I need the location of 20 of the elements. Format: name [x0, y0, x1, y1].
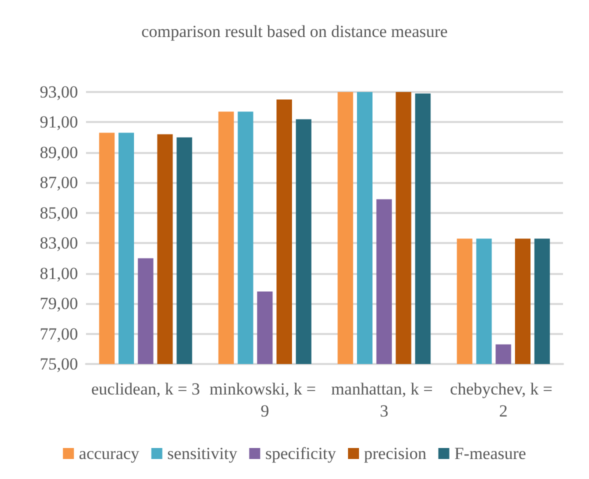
x-tick-label: manhattan, k = 3 [331, 380, 438, 420]
y-tick-label: 93,00 [40, 82, 78, 102]
y-tick-label: 91,00 [40, 112, 78, 132]
y-tick-label: 89,00 [40, 142, 78, 162]
x-tick-label: euclidean, k = 3 [91, 380, 200, 398]
legend-label: specificity [265, 444, 337, 463]
legend-label: sensitivity [167, 444, 238, 463]
legend-label: accuracy [78, 444, 140, 463]
legend-label: precision [364, 444, 427, 463]
y-tick-label: 79,00 [40, 294, 78, 314]
y-tick-label: 85,00 [40, 203, 78, 222]
chart-title: comparison result based on distance measure [141, 22, 448, 41]
y-tick-label: 77,00 [40, 324, 78, 344]
y-tick-label: 87,00 [40, 173, 78, 192]
x-tick-label: chebychev, k = 2 [450, 380, 557, 420]
legend-label: F-measure [454, 444, 526, 463]
y-tick-label: 75,00 [40, 354, 78, 374]
y-tick-label: 83,00 [40, 234, 78, 253]
x-tick-label: minkowski, k = 9 [210, 380, 320, 420]
y-tick-label: 81,00 [40, 264, 78, 283]
